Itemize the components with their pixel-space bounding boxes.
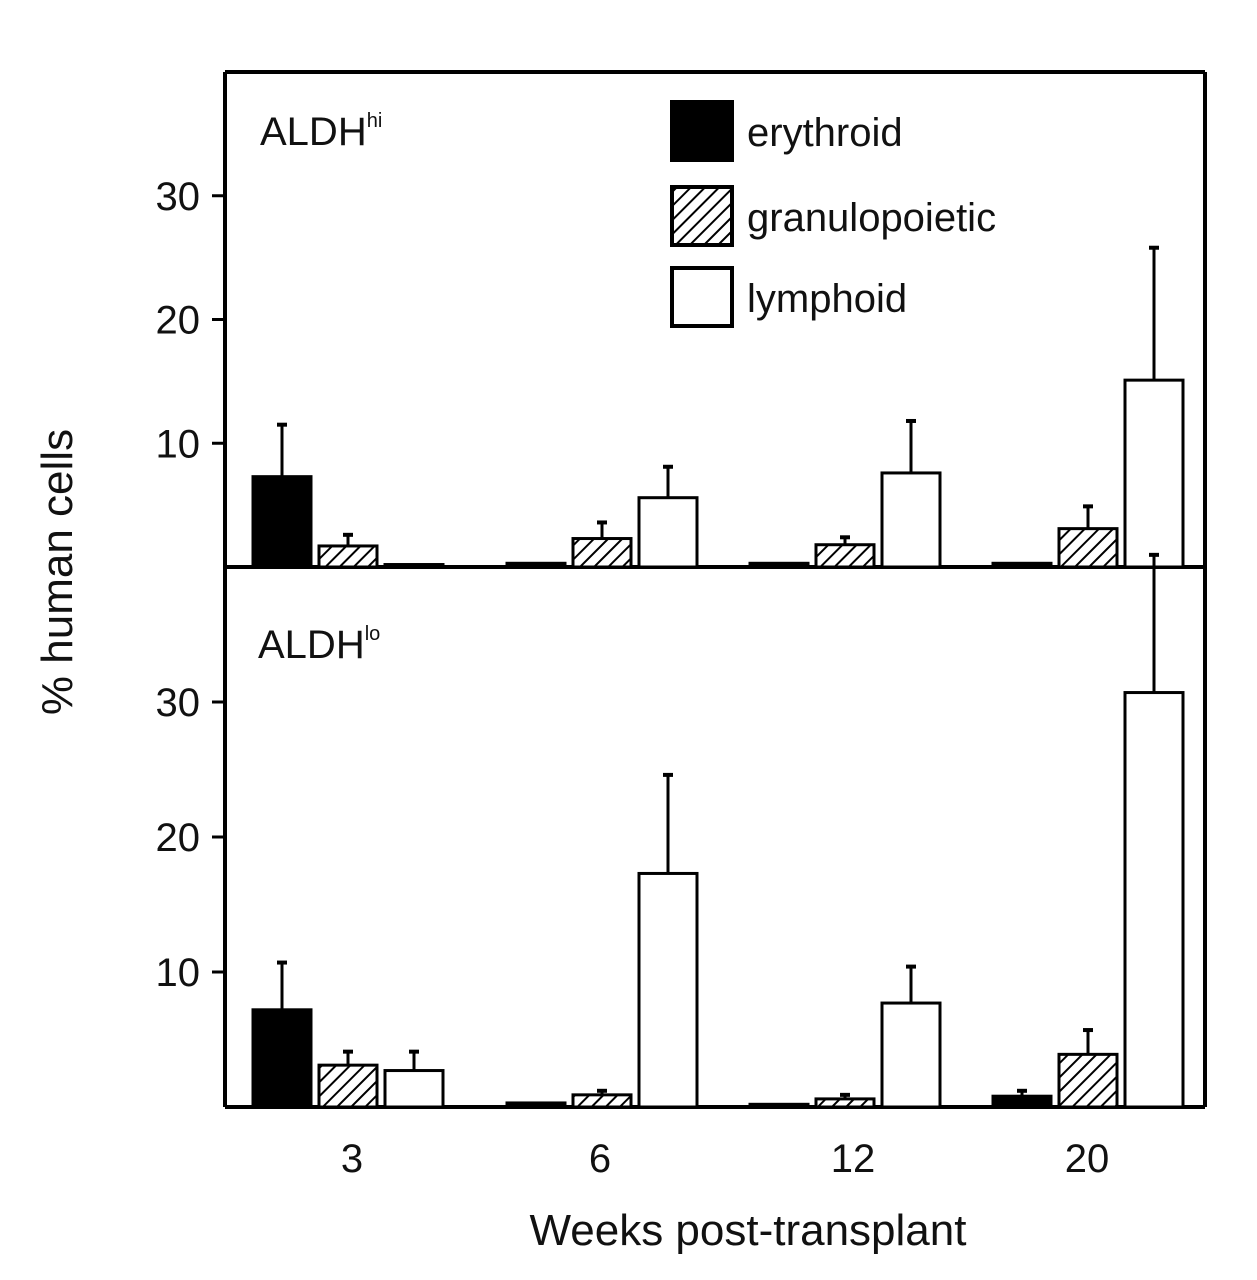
legend-swatch-lymphoid (670, 266, 734, 328)
y-tick-label-hi-20: 20 (156, 299, 201, 343)
x-tick-label-3: 3 (341, 1137, 363, 1181)
legend: erythroid granulopoietic lymphoid (670, 100, 996, 328)
bar-hi-lymphoid-3 (383, 563, 445, 569)
axes: 10 20 30 10 20 30 3 6 12 20 (156, 175, 1110, 1181)
x-tick-label-6: 6 (589, 1137, 611, 1181)
bar-hi-erythroid-20 (991, 561, 1053, 569)
bar-hi-granulopoietic-6 (571, 537, 633, 569)
y-tick-label-lo-30: 30 (156, 681, 201, 725)
y-axis-title: % human cells (33, 429, 82, 715)
bar-hi-lymphoid-6 (637, 496, 699, 569)
bar-hi-granulopoietic-20 (1057, 527, 1119, 569)
bar-lo-granulopoietic-6 (571, 1093, 633, 1109)
y-tick-label-hi-30: 30 (156, 175, 201, 219)
bar-hi-erythroid-3 (251, 475, 313, 569)
y-tick-label-hi-10: 10 (156, 422, 201, 466)
panel-label-sup-hi: hi (367, 110, 383, 132)
bar-lo-lymphoid-3 (383, 1069, 445, 1109)
bar-lo-erythroid-3 (251, 1008, 313, 1109)
legend-swatch-erythroid (670, 100, 734, 162)
legend-label-granulopoietic: granulopoietic (747, 196, 996, 240)
panel-label-hi: ALDHhi (260, 110, 382, 154)
x-axis-title: Weeks post-transplant (530, 1206, 967, 1255)
bar-hi-lymphoid-12 (880, 471, 942, 569)
bar-hi-erythroid-6 (505, 561, 567, 569)
legend-swatch-granulopoietic (670, 185, 734, 247)
bar-lo-erythroid-20 (991, 1094, 1053, 1109)
bar-lo-erythroid-12 (748, 1102, 810, 1109)
bars (251, 245, 1185, 1109)
bar-hi-granulopoietic-12 (814, 543, 876, 569)
bar-lo-erythroid-6 (505, 1101, 567, 1109)
legend-label-erythroid: erythroid (747, 111, 903, 155)
bar-hi-lymphoid-20 (1123, 378, 1185, 569)
panel-label-sup-lo: lo (365, 623, 381, 645)
bar-hi-granulopoietic-3 (317, 544, 379, 569)
bar-lo-granulopoietic-3 (317, 1063, 379, 1109)
y-tick-label-lo-20: 20 (156, 816, 201, 860)
y-tick-label-lo-10: 10 (156, 951, 201, 995)
panel-label-lo: ALDHlo (258, 623, 380, 667)
bar-lo-lymphoid-20 (1123, 691, 1185, 1109)
bar-lo-lymphoid-12 (880, 1001, 942, 1109)
bar-lo-granulopoietic-12 (814, 1097, 876, 1109)
x-tick-label-12: 12 (831, 1137, 876, 1181)
legend-label-lymphoid: lymphoid (747, 277, 907, 321)
labels: % human cells Weeks post-transplant ALDH… (33, 110, 966, 1255)
x-tick-label-20: 20 (1065, 1137, 1110, 1181)
bar-lo-granulopoietic-20 (1057, 1052, 1119, 1109)
bar-lo-lymphoid-6 (637, 871, 699, 1109)
bar-hi-erythroid-12 (748, 561, 810, 569)
